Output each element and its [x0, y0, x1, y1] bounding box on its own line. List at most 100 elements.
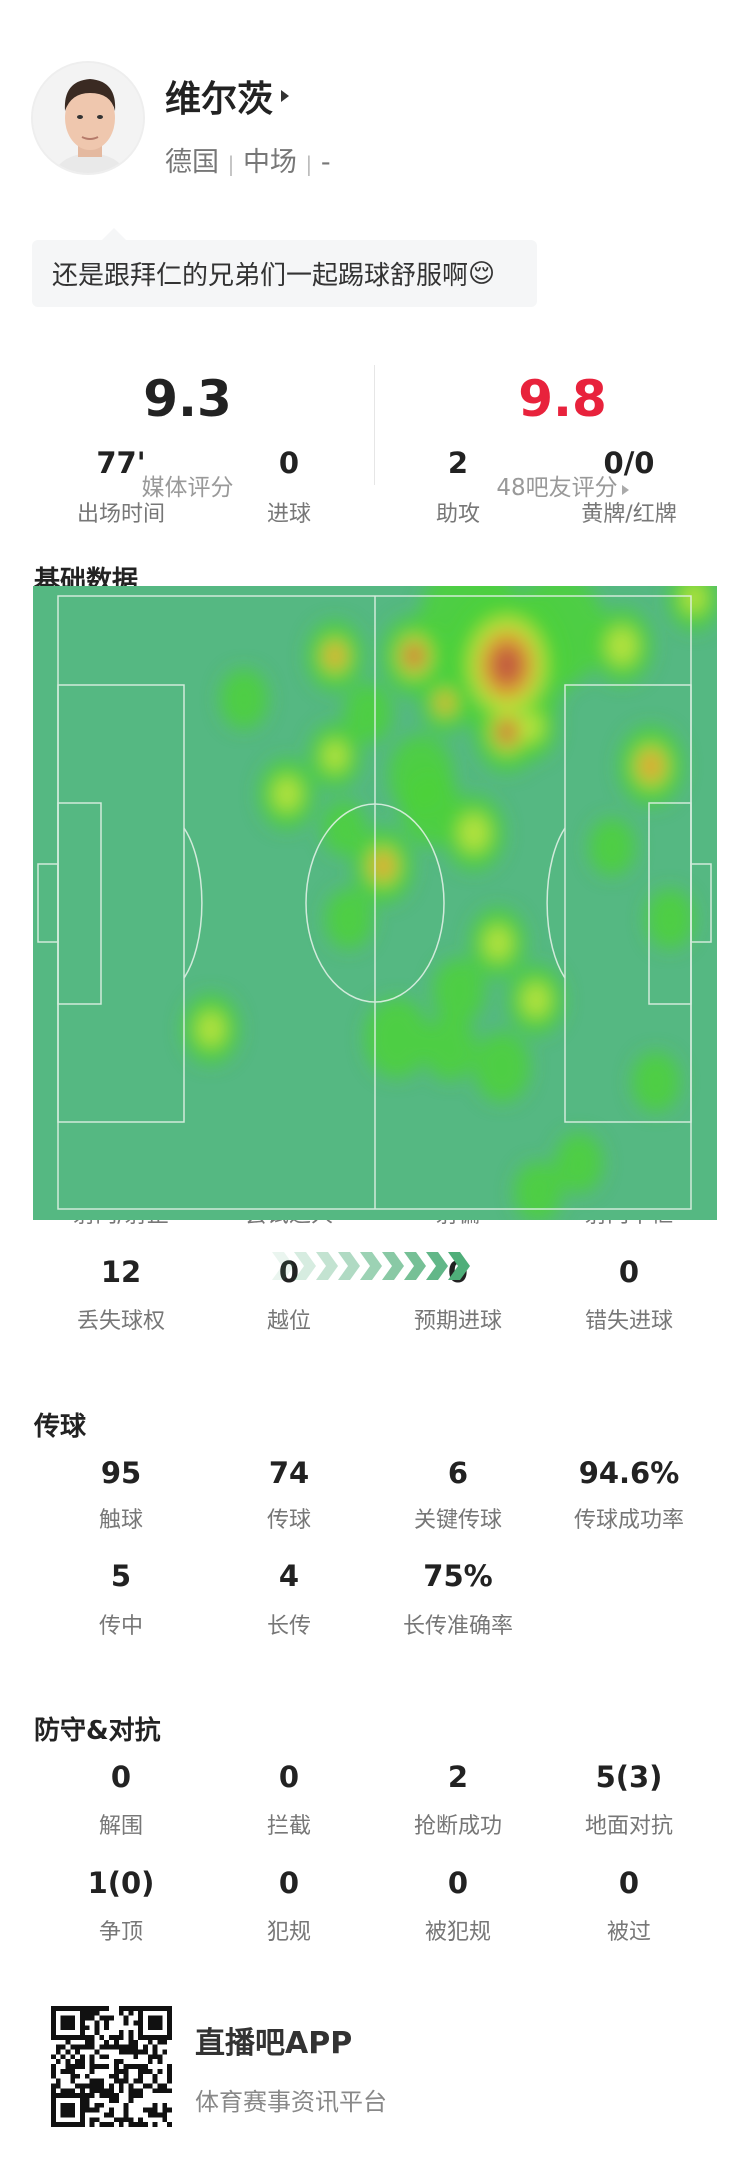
stat-label: 被过: [606, 1920, 651, 1945]
chevron-right-icon: [426, 1252, 448, 1280]
heat-spot: [220, 669, 268, 729]
heat-spot: [518, 711, 544, 743]
fan-rating-value: 9.8: [518, 370, 607, 428]
heat-spot: [632, 1052, 680, 1112]
heat-spot: [437, 693, 453, 713]
stat-label: 抢断成功: [413, 1814, 502, 1839]
player-name-link[interactable]: 维尔茨: [165, 70, 290, 122]
stat-label: 传球成功率: [573, 1508, 684, 1533]
chevron-right-icon: [360, 1252, 382, 1280]
stat-label: 关键传球: [413, 1508, 502, 1533]
stat-value: 0: [110, 1760, 132, 1794]
heat-spot: [606, 626, 638, 666]
media-rating-label: 媒体评分: [141, 475, 234, 501]
app-name: 直播吧APP: [195, 2026, 353, 2061]
stat-value: 12: [100, 1255, 142, 1289]
heat-spot: [483, 925, 513, 961]
stat-value: 6: [447, 1456, 469, 1490]
stat-label: 解围: [98, 1814, 143, 1839]
stat-label: 出场时间: [76, 502, 165, 527]
stat-label: 犯规: [266, 1920, 311, 1945]
stat-value: 94.6%: [578, 1456, 680, 1490]
heat-spot: [365, 998, 429, 1078]
player-extra: -: [320, 147, 331, 178]
chevron-right-icon: [272, 1252, 294, 1280]
stat-label: 拦截: [266, 1814, 311, 1839]
heat-spot: [324, 643, 346, 669]
heat-spot: [344, 683, 392, 743]
quote-text: 还是跟拜仁的兄弟们一起踢球舒服啊: [52, 261, 469, 291]
heat-spot: [521, 982, 551, 1018]
stat-value: 77': [96, 446, 146, 480]
stat-label: 黄牌/红牌: [581, 502, 677, 527]
media-rating-value: 9.3: [143, 370, 232, 428]
stat-value: 4: [278, 1559, 300, 1593]
fan-rating-link[interactable]: 48吧友评分: [375, 468, 750, 502]
smile-emoji-icon: 😌: [468, 258, 496, 289]
pitch-lines: [37, 595, 712, 1210]
stat-value: 0/0: [603, 446, 655, 480]
heat-spot: [589, 818, 635, 876]
chevron-right-icon: [448, 1252, 470, 1280]
app-tagline: 体育赛事资讯平台: [195, 2088, 387, 2116]
stat-value: 0: [278, 1760, 300, 1794]
player-avatar[interactable]: [31, 61, 145, 175]
stat-label: 长传准确率: [402, 1614, 513, 1639]
stat-value: 0: [278, 1866, 300, 1900]
heat-spot: [322, 800, 366, 856]
stat-value: 5(3): [595, 1760, 663, 1794]
quote-bubble: 还是跟拜仁的兄弟们一起踢球舒服啊 😌: [32, 228, 537, 307]
heat-spot: [514, 1162, 562, 1220]
attack-direction-arrows: [272, 1252, 470, 1280]
heat-spot: [474, 1032, 530, 1102]
heat-spot: [638, 750, 664, 782]
stat-label: 地面对抗: [584, 1814, 673, 1839]
qr-code-icon: [51, 2006, 172, 2127]
stat-label: 被犯规: [424, 1920, 491, 1945]
stat-label: 传中: [98, 1614, 143, 1639]
stat-label: 预期进球: [413, 1309, 502, 1334]
player-name: 维尔茨: [165, 79, 274, 120]
stat-label: 争顶: [98, 1920, 143, 1945]
stat-value: 0: [278, 1255, 300, 1289]
chevron-right-icon: [281, 90, 290, 102]
stat-value: 75%: [423, 1559, 493, 1593]
heatmap-pitch: [33, 586, 717, 1220]
fan-rating-label: 48吧友评分: [496, 475, 618, 501]
stat-value: 74: [268, 1456, 310, 1490]
heat-spot: [555, 1133, 603, 1193]
chevron-right-icon: [338, 1252, 360, 1280]
rating-divider: [374, 365, 375, 485]
stat-value: 2: [447, 446, 469, 480]
stat-label: 丢失球权: [76, 1309, 165, 1334]
stat-value: 0: [618, 1255, 640, 1289]
stat-label: 越位: [266, 1309, 311, 1334]
heatmap-layer: [183, 586, 717, 1220]
stat-value: 0: [278, 446, 300, 480]
heat-spot: [499, 722, 515, 742]
stat-label: 助攻: [435, 502, 480, 527]
stat-label: 长传: [266, 1614, 311, 1639]
heat-spot: [272, 776, 302, 812]
stat-label: 进球: [266, 502, 311, 527]
stat-value: 1(0): [87, 1866, 155, 1900]
chevron-right-icon: [404, 1252, 426, 1280]
player-position: 中场: [242, 147, 297, 178]
heat-spot: [681, 586, 707, 614]
heat-spot: [406, 646, 422, 666]
heat-spot: [458, 813, 490, 853]
stat-value: 2: [447, 1760, 469, 1794]
chevron-right-icon: [316, 1252, 338, 1280]
heat-spot: [196, 1011, 226, 1047]
chevron-right-icon: [621, 485, 629, 495]
stat-value: 5: [110, 1559, 132, 1593]
heat-spot: [646, 889, 694, 949]
player-country: 德国: [165, 147, 219, 178]
heat-spot: [322, 740, 348, 772]
stat-value: 0: [618, 1866, 640, 1900]
heat-spot: [325, 889, 373, 949]
chevron-right-icon: [294, 1252, 316, 1280]
heat-spot: [490, 643, 524, 687]
heat-spot: [371, 852, 395, 880]
section-title: 防守&对抗: [34, 1716, 161, 1746]
